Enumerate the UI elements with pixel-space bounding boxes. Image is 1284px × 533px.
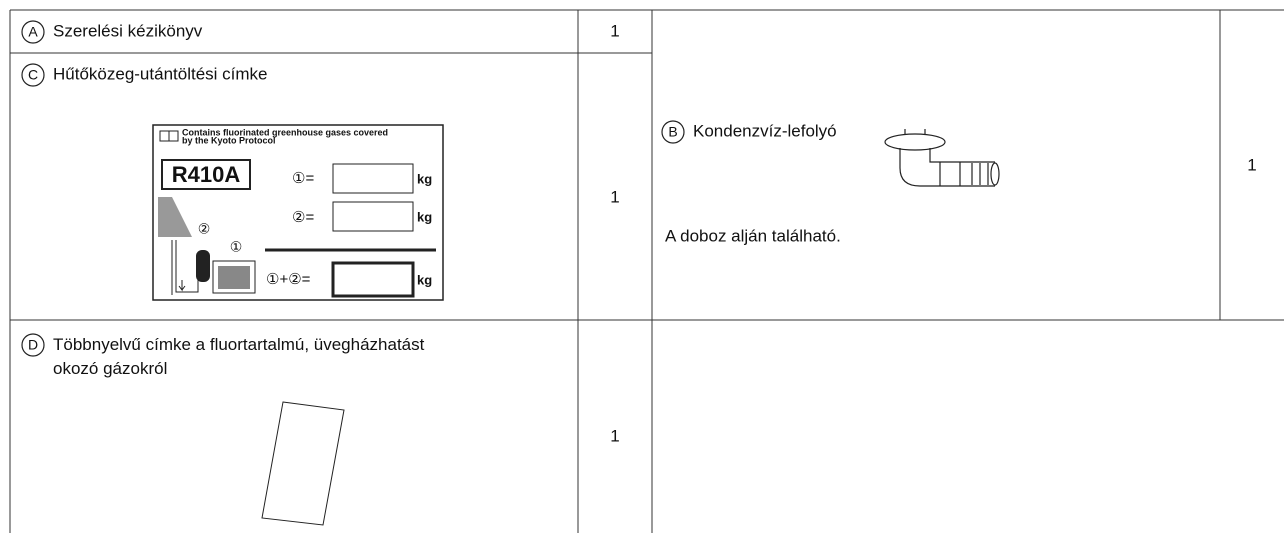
label-text: kg — [417, 171, 432, 186]
label-text: kg — [417, 272, 432, 287]
letter: A — [28, 24, 38, 40]
item-name: Szerelési kézikönyv — [53, 21, 203, 40]
table-borders — [9, 9, 1284, 533]
quantity: 1 — [610, 21, 619, 40]
label-text: ② — [198, 221, 211, 237]
label-text: ①+②= — [266, 271, 311, 288]
quantity: 1 — [1247, 155, 1256, 174]
label-text: ① — [230, 239, 243, 255]
item-name: Hűtőközeg-utántöltési címke — [53, 64, 268, 83]
letter: D — [28, 337, 38, 353]
label-icon — [261, 401, 345, 526]
label-text: ②= — [292, 209, 314, 226]
label-text: Contains fluorinated greenhouse gases co… — [182, 127, 388, 137]
quantity: 1 — [610, 187, 619, 206]
item-note: A doboz alján található. — [665, 226, 841, 245]
letter: B — [668, 124, 677, 140]
drain-icon — [884, 129, 1000, 187]
label-text: kg — [417, 209, 432, 224]
refrigerant-label: Contains fluorinated greenhouse gases co… — [152, 124, 444, 301]
label-text: by the Kyoto Protocol — [182, 135, 276, 145]
letter-circles — [21, 20, 685, 357]
item-name: Kondenzvíz-lefolyó — [693, 121, 837, 140]
quantity: 1 — [610, 426, 619, 445]
label-text: R410A — [172, 162, 241, 187]
letter: C — [28, 67, 38, 83]
item-name: Többnyelvű címke a fluortartalmú, üveghá… — [53, 335, 425, 378]
label-text: ①= — [292, 170, 314, 187]
